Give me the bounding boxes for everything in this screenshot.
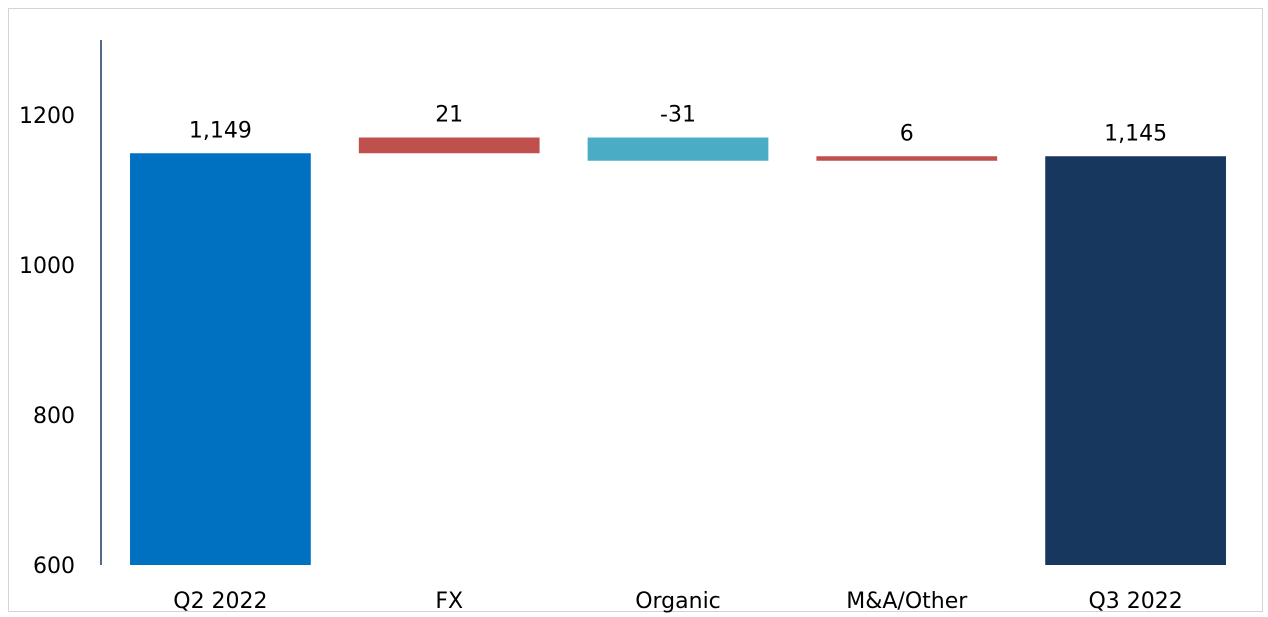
y-tick-label: 800	[33, 404, 75, 429]
bar-m-a-other	[816, 156, 998, 161]
data-labels: 1,149 21 -31 6 1,145	[189, 103, 1167, 147]
data-label: 21	[435, 103, 463, 128]
bar-q2-2022	[130, 153, 311, 565]
category-label: Q2 2022	[173, 589, 267, 614]
bar-organic	[587, 137, 769, 161]
y-tick-label: 1200	[19, 104, 75, 129]
data-label: 1,149	[189, 118, 252, 143]
y-tick-label: 1000	[19, 254, 75, 279]
y-tick-label: 600	[33, 554, 75, 579]
bars	[130, 137, 1226, 565]
category-label: FX	[435, 589, 463, 614]
y-axis-ticks: 600 800 1000 1200	[19, 104, 75, 579]
category-label: Q3 2022	[1088, 589, 1182, 614]
bar-q3-2022	[1045, 156, 1226, 565]
category-label: Organic	[635, 589, 721, 614]
bar-fx	[358, 137, 540, 154]
category-labels: Q2 2022 FX Organic M&A/Other Q3 2022	[173, 589, 1182, 614]
data-label: 6	[900, 121, 914, 146]
data-label: 1,145	[1104, 121, 1167, 146]
data-label: -31	[660, 103, 696, 128]
category-label: M&A/Other	[846, 589, 968, 614]
